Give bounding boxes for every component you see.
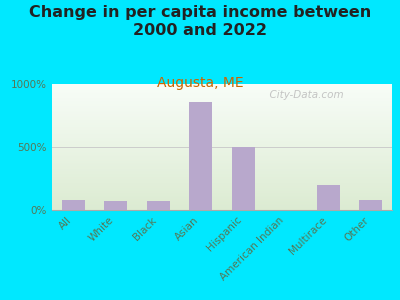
Bar [316, 185, 340, 210]
Bar [189, 102, 212, 210]
Text: Change in per capita income between
2000 and 2022: Change in per capita income between 2000… [29, 4, 371, 38]
Text: City-Data.com: City-Data.com [263, 90, 344, 100]
Bar [232, 147, 255, 210]
Text: Augusta, ME: Augusta, ME [157, 76, 243, 91]
Bar [104, 201, 128, 210]
Bar [146, 201, 170, 210]
Bar [62, 200, 85, 210]
Bar [359, 200, 382, 210]
